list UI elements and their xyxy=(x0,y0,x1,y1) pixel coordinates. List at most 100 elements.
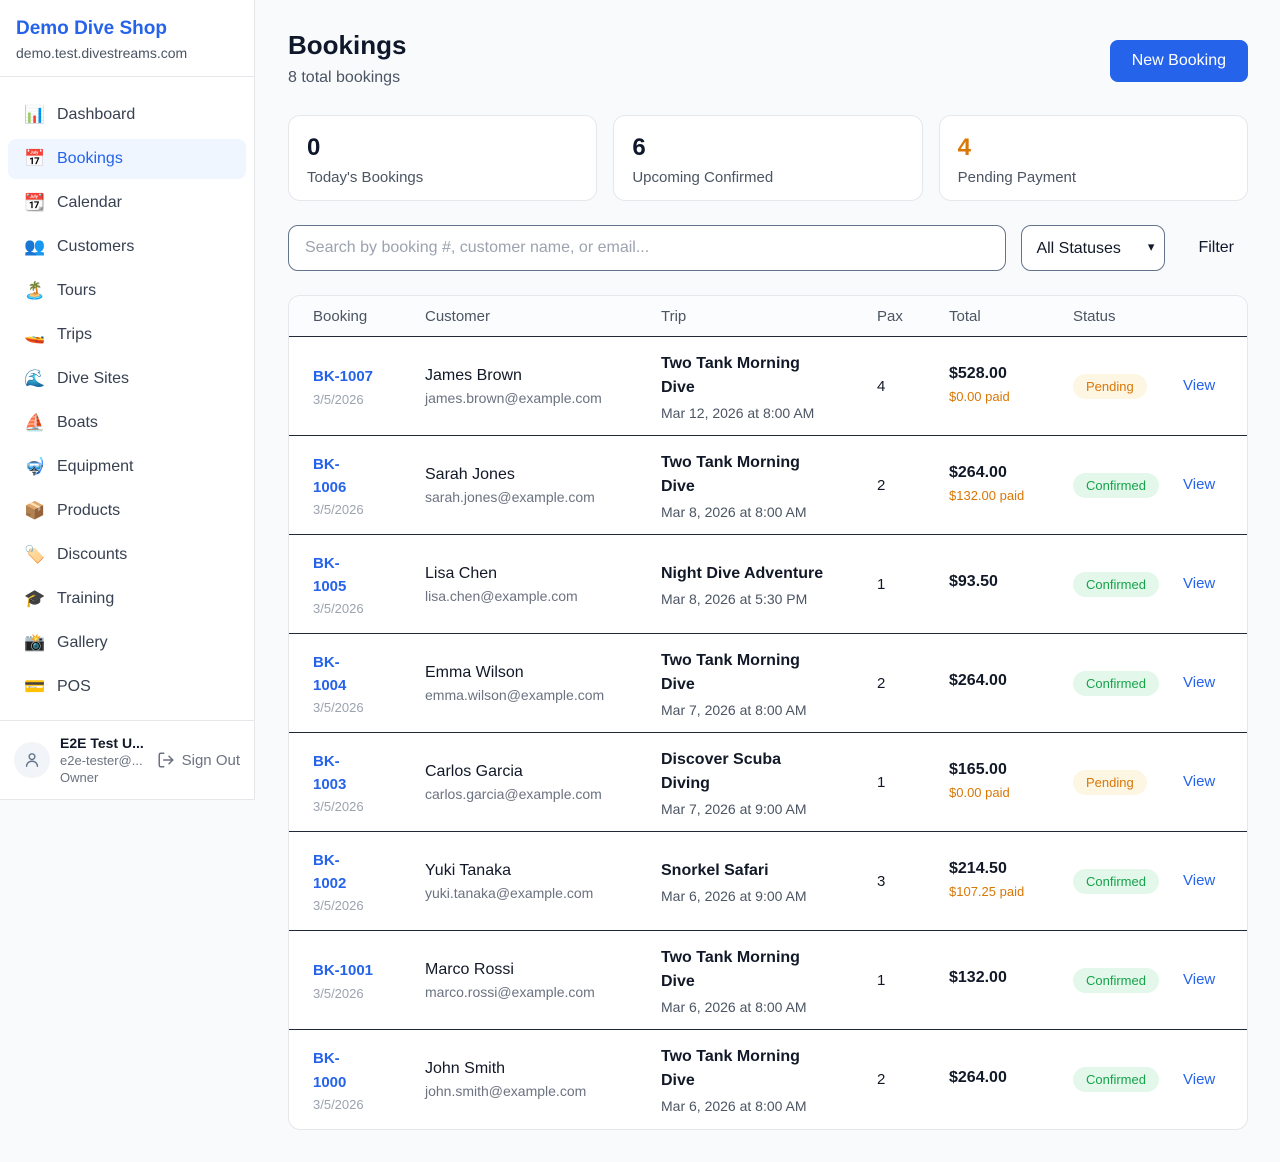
trip-name: Two Tank Morning Dive xyxy=(661,354,800,396)
sidebar-item-boats[interactable]: ⛵ Boats xyxy=(8,403,246,443)
sidebar-item-label: Calendar xyxy=(57,194,122,211)
booking-id-link[interactable]: BK- 1005 xyxy=(313,554,347,595)
wave-icon: 🌊 xyxy=(24,369,46,388)
customer-email: emma.wilson@example.com xyxy=(425,686,605,703)
sidebar-item-label: Discounts xyxy=(57,546,128,563)
sidebar-user-section: E2E Test U... e2e-tester@... Owner Sign … xyxy=(0,720,254,799)
trip-datetime: Mar 7, 2026 at 8:00 AM xyxy=(661,701,807,718)
trip-name: Two Tank Morning Dive xyxy=(661,651,800,693)
trip-datetime: Mar 8, 2026 at 8:00 AM xyxy=(661,503,807,520)
view-link[interactable]: View xyxy=(1183,674,1216,691)
sidebar-item-discounts[interactable]: 🏷️ Discounts xyxy=(8,535,246,575)
booking-id-link[interactable]: BK- 1003 xyxy=(313,752,347,793)
sidebar-item-training[interactable]: 🎓 Training xyxy=(8,579,246,619)
sidebar-item-customers[interactable]: 👥 Customers xyxy=(8,227,246,267)
sidebar-item-label: POS xyxy=(57,678,91,695)
tag-icon: 🏷️ xyxy=(24,545,46,564)
sailboat-icon: ⛵ xyxy=(24,413,46,432)
sidebar-item-dive-sites[interactable]: 🌊 Dive Sites xyxy=(8,359,246,399)
table-row: BK- 1003 3/5/2026 Carlos Garcia carlos.g… xyxy=(289,733,1247,832)
total-amount: $165.00 xyxy=(949,761,1007,779)
view-link[interactable]: View xyxy=(1183,872,1216,889)
paid-amount: $132.00 paid xyxy=(949,488,1025,504)
status-select[interactable]: All Statuses xyxy=(1021,225,1166,271)
table-header-row: Booking Customer Trip Pax Total Status xyxy=(289,296,1247,337)
trip-datetime: Mar 6, 2026 at 8:00 AM xyxy=(661,998,807,1015)
page-title: Bookings xyxy=(288,30,407,60)
sidebar: Demo Dive Shop demo.test.divestreams.com… xyxy=(0,0,255,800)
booking-date: 3/5/2026 xyxy=(313,799,364,815)
trip-name: Two Tank Morning Dive xyxy=(661,948,800,990)
total-amount: $93.50 xyxy=(949,573,998,590)
sign-out-button[interactable]: Sign Out xyxy=(157,751,240,769)
paid-amount: $0.00 paid xyxy=(949,389,1010,405)
sidebar-header: Demo Dive Shop demo.test.divestreams.com xyxy=(0,0,254,77)
credit-card-icon: 💳 xyxy=(24,677,46,696)
booking-id-link[interactable]: BK-1007 xyxy=(313,368,374,386)
booking-date: 3/5/2026 xyxy=(313,391,364,407)
sidebar-item-trips[interactable]: 🚤 Trips xyxy=(8,315,246,355)
booking-date: 3/5/2026 xyxy=(313,700,364,716)
customer-name: Sarah Jones xyxy=(425,465,515,483)
sidebar-item-pos[interactable]: 💳 POS xyxy=(8,667,246,707)
status-badge: Pending xyxy=(1073,769,1147,795)
camera-icon: 📸 xyxy=(24,633,46,652)
booking-date: 3/5/2026 xyxy=(313,601,364,617)
sidebar-item-products[interactable]: 📦 Products xyxy=(8,491,246,531)
view-link[interactable]: View xyxy=(1183,971,1216,988)
user-name: E2E Test U... xyxy=(60,735,144,751)
sidebar-item-gallery[interactable]: 📸 Gallery xyxy=(8,623,246,663)
view-link[interactable]: View xyxy=(1183,476,1216,493)
trip-datetime: Mar 12, 2026 at 8:00 AM xyxy=(661,404,815,421)
customer-email: john.smith@example.com xyxy=(425,1083,587,1099)
booking-date: 3/5/2026 xyxy=(313,502,364,518)
sidebar-item-label: Trips xyxy=(57,326,92,343)
table-row: BK- 1002 3/5/2026 Yuki Tanaka yuki.tanak… xyxy=(289,832,1247,931)
calendar-icon: 📅 xyxy=(24,149,46,168)
booking-id-link[interactable]: BK- 1002 xyxy=(313,851,347,892)
booking-id-link[interactable]: BK- 1004 xyxy=(313,653,347,694)
status-badge: Confirmed xyxy=(1073,571,1159,597)
booking-date: 3/5/2026 xyxy=(313,898,364,914)
logout-icon xyxy=(158,752,174,768)
new-booking-button[interactable]: New Booking xyxy=(1109,40,1248,82)
view-link[interactable]: View xyxy=(1183,575,1216,592)
total-amount: $264.00 xyxy=(949,464,1007,482)
page-header: Bookings 8 total bookings New Booking xyxy=(288,30,1248,87)
paid-amount: $107.25 paid xyxy=(949,884,1025,900)
filter-bar: All Statuses ▾ Filter xyxy=(288,225,1248,271)
booking-id-link[interactable]: BK-1001 xyxy=(313,962,374,980)
filter-button[interactable]: Filter xyxy=(1198,239,1234,256)
customer-email: marco.rossi@example.com xyxy=(425,983,595,1000)
sidebar-item-equipment[interactable]: 🤿 Equipment xyxy=(8,447,246,487)
status-select-wrap: All Statuses ▾ xyxy=(1021,225,1166,271)
column-header-trip: Trip xyxy=(661,307,687,325)
package-icon: 📦 xyxy=(24,501,46,520)
people-icon: 👥 xyxy=(24,237,46,256)
sidebar-item-label: Bookings xyxy=(57,150,123,167)
customer-email: sarah.jones@example.com xyxy=(425,488,595,505)
sidebar-item-label: Equipment xyxy=(57,458,134,475)
view-link[interactable]: View xyxy=(1183,1070,1216,1088)
customer-name: Yuki Tanaka xyxy=(425,861,511,879)
view-link[interactable]: View xyxy=(1183,377,1216,394)
sidebar-item-label: Tours xyxy=(57,282,97,299)
pax-count: 1 xyxy=(877,773,886,791)
table-row: BK-1001 3/5/2026 Marco Rossi marco.rossi… xyxy=(289,931,1247,1030)
booking-id-link[interactable]: BK- 1000 xyxy=(313,1050,347,1091)
sidebar-item-tours[interactable]: 🏝️ Tours xyxy=(8,271,246,311)
sidebar-item-label: Training xyxy=(57,590,115,607)
user-role: Owner xyxy=(60,770,99,785)
sign-out-label: Sign Out xyxy=(181,751,240,769)
sidebar-item-dashboard[interactable]: 📊 Dashboard xyxy=(8,95,246,135)
search-input[interactable] xyxy=(288,225,1007,271)
pax-count: 2 xyxy=(877,674,886,692)
stat-label: Upcoming Confirmed xyxy=(632,169,774,186)
view-link[interactable]: View xyxy=(1183,773,1216,790)
sidebar-item-calendar[interactable]: 📆 Calendar xyxy=(8,183,246,223)
trip-datetime: Mar 6, 2026 at 9:00 AM xyxy=(661,887,807,904)
trip-name: Two Tank Morning Dive xyxy=(661,453,800,495)
booking-id-link[interactable]: BK- 1006 xyxy=(313,455,347,496)
sidebar-item-bookings[interactable]: 📅 Bookings xyxy=(8,139,246,179)
pax-count: 1 xyxy=(877,971,886,989)
